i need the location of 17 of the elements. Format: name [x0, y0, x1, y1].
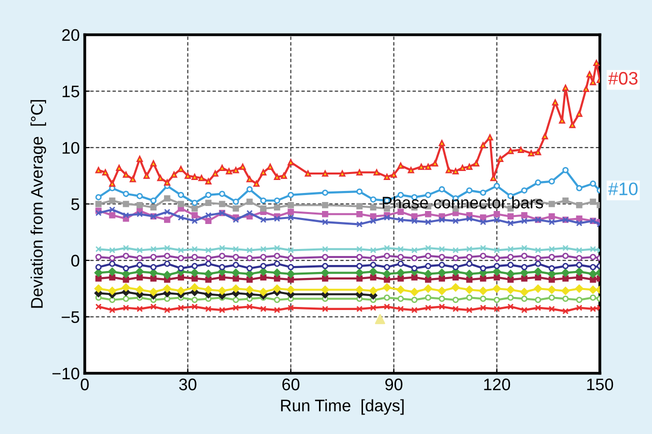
y-tick-label: 20 [62, 29, 80, 41]
x-tick-label: 60 [282, 378, 300, 390]
y-tick-label: 15 [62, 86, 80, 98]
x-tick-label: 90 [385, 378, 402, 390]
x-tick-label: 30 [179, 378, 196, 390]
y-tick-label: 5 [71, 198, 80, 210]
x-tick-label: 150 [587, 378, 614, 390]
y-tick-label: −5 [62, 311, 80, 324]
y-axis-title: Deviation from Average [°C] [30, 100, 46, 308]
y-tick-label: 0 [71, 254, 80, 267]
x-axis-title: Run Time [days] [281, 399, 404, 415]
series-label: #03 [608, 72, 638, 85]
x-tick-label: 120 [484, 378, 510, 390]
series-label: #10 [608, 182, 638, 196]
x-tick-label: 0 [80, 378, 89, 390]
y-tick-label: −10 [52, 368, 80, 380]
y-tick-label: 10 [62, 142, 80, 154]
